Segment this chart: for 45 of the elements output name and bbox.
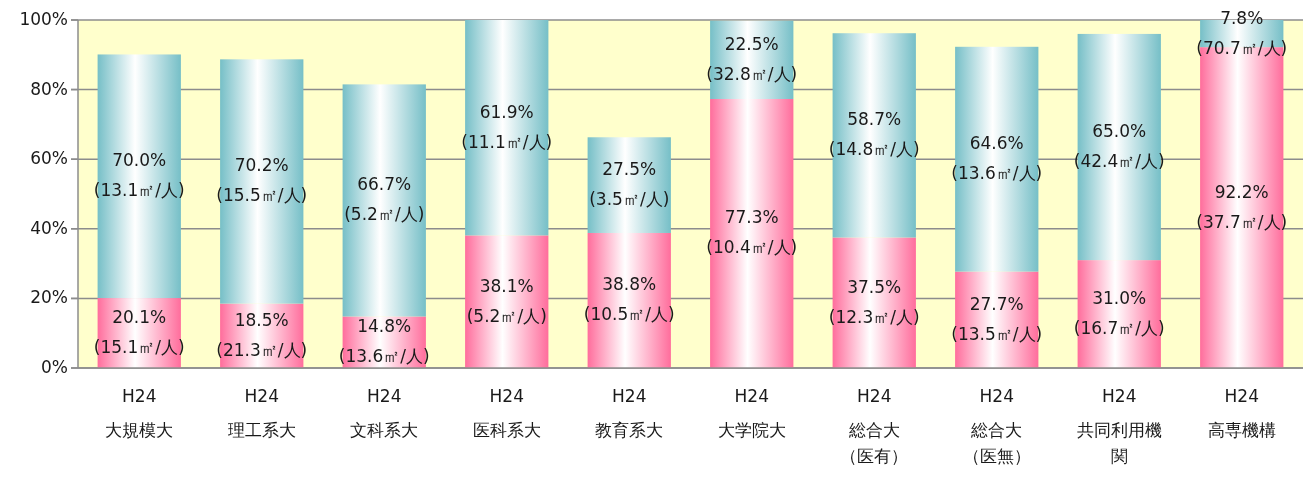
y-tick-label: 0% xyxy=(41,357,68,377)
x-tick-label: H24 医科系大 xyxy=(472,386,541,440)
x-tick-label: H24 高専機構 xyxy=(1207,386,1276,440)
bar xyxy=(97,54,181,299)
data-label: 70.2% (15.5㎡/人) xyxy=(216,155,308,206)
data-label: 58.7% (14.8㎡/人) xyxy=(828,109,920,160)
bar xyxy=(832,33,916,238)
data-label: 18.5% (21.3㎡/人) xyxy=(216,309,308,360)
data-label: 64.6% (13.6㎡/人) xyxy=(951,133,1043,184)
y-tick-label: 100% xyxy=(19,9,68,29)
bar xyxy=(587,232,671,368)
x-tick-label: H24 理工系大 xyxy=(227,386,296,440)
x-tick-label: H24 大規模大 xyxy=(105,386,174,440)
x-tick-label: H24 教育系大 xyxy=(595,386,664,440)
data-label: 27.7% (13.5㎡/人) xyxy=(951,293,1043,344)
bar xyxy=(1077,33,1161,261)
bar xyxy=(465,235,549,368)
data-label: 65.0% (42.4㎡/人) xyxy=(1073,121,1165,172)
x-tick-label: H24 文科系大 xyxy=(350,386,419,440)
data-label: 31.0% (16.7㎡/人) xyxy=(1073,288,1165,339)
x-tick-label: H24 大学院大 xyxy=(717,386,786,440)
data-label: 7.8% (70.7㎡/人) xyxy=(1196,7,1288,58)
bar xyxy=(1077,260,1161,368)
bar xyxy=(342,84,426,317)
data-label: 14.8% (13.6㎡/人) xyxy=(338,316,430,367)
bar xyxy=(587,137,671,233)
y-tick-label: 80% xyxy=(30,78,68,99)
data-label: 92.2% (37.7㎡/人) xyxy=(1196,181,1288,232)
data-label: 66.7% (5.2㎡/人) xyxy=(344,174,425,225)
x-tick-label: H24 総合大（医無） xyxy=(962,386,1031,466)
data-label: 38.8% (10.5㎡/人) xyxy=(583,274,675,325)
y-tick-label: 60% xyxy=(30,148,68,169)
data-label: 38.1% (5.2㎡/人) xyxy=(466,275,547,326)
data-label: 22.5% (32.8㎡/人) xyxy=(706,33,798,84)
y-tick-label: 20% xyxy=(30,287,68,308)
data-label: 37.5% (12.3㎡/人) xyxy=(828,276,920,327)
data-label: 27.5% (3.5㎡/人) xyxy=(589,159,670,210)
data-label: 77.3% (10.4㎡/人) xyxy=(706,207,798,258)
bar xyxy=(832,237,916,368)
data-label: 61.9% (11.1㎡/人) xyxy=(461,101,553,152)
data-label: 20.1% (15.1㎡/人) xyxy=(93,307,185,358)
x-tick-label: H24 共同利用機関 xyxy=(1076,386,1162,466)
data-label: 70.0% (13.1㎡/人) xyxy=(93,150,185,201)
y-tick-label: 40% xyxy=(30,217,68,238)
x-tick-label: H24 総合大（医有） xyxy=(840,386,909,466)
